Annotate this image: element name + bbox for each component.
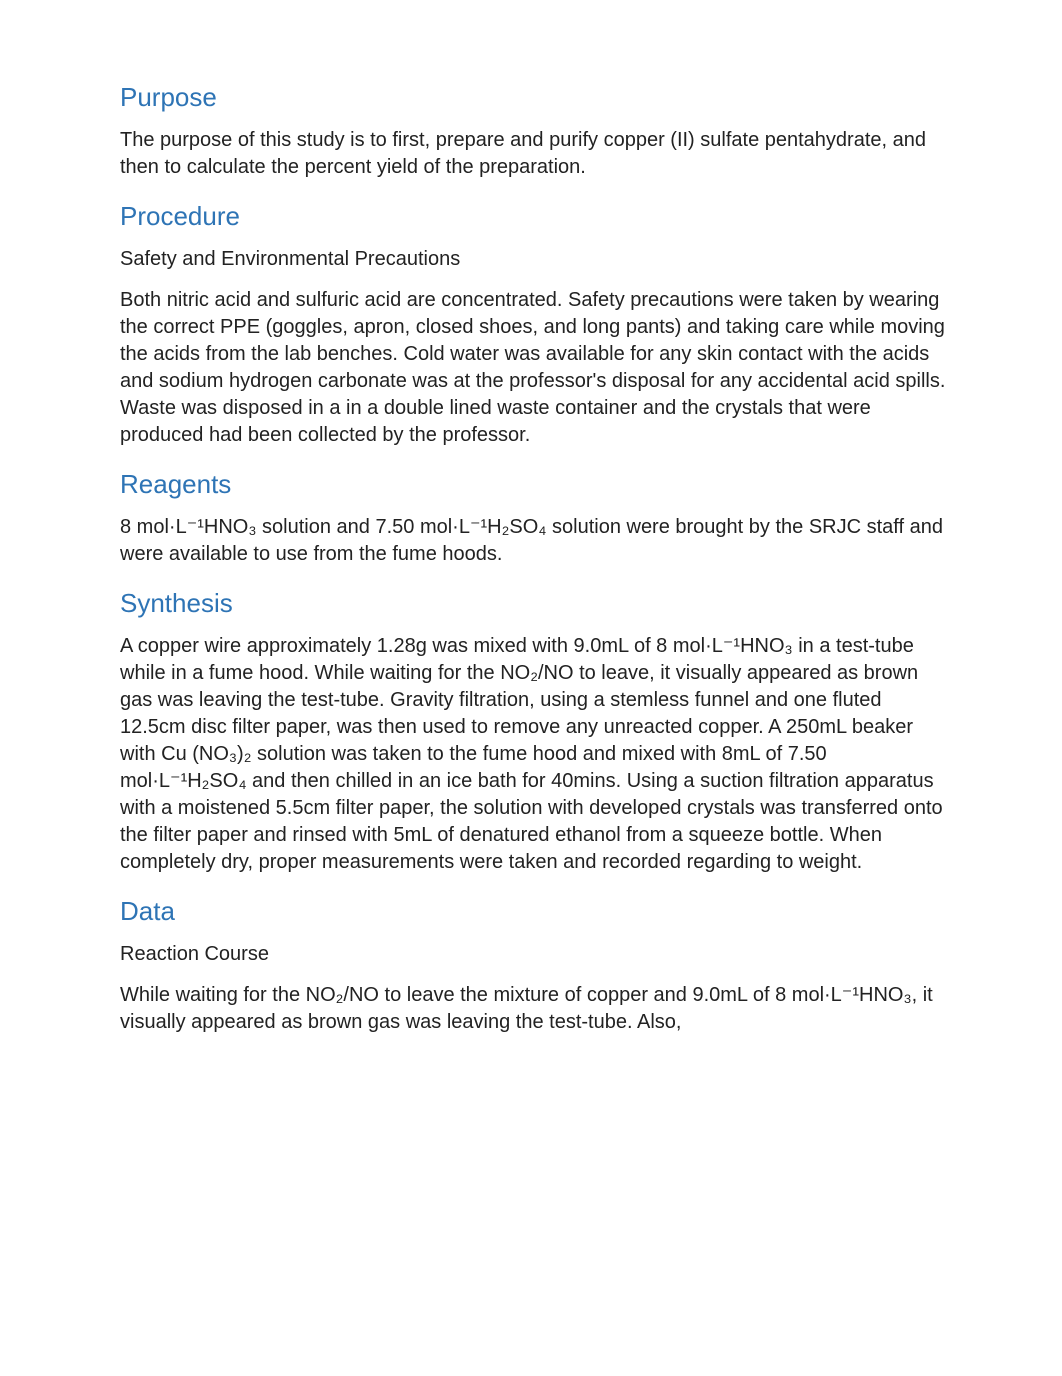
procedure-heading: Procedure bbox=[120, 201, 950, 232]
data-body: While waiting for the NO₂/NO to leave th… bbox=[120, 982, 950, 1036]
procedure-body: Both nitric acid and sulfuric acid are c… bbox=[120, 287, 950, 449]
reagents-body: 8 mol·L⁻¹HNO₃ solution and 7.50 mol·L⁻¹H… bbox=[120, 514, 950, 568]
reagents-heading: Reagents bbox=[120, 469, 950, 500]
procedure-sub-heading: Safety and Environmental Precautions bbox=[120, 246, 950, 273]
data-heading: Data bbox=[120, 896, 950, 927]
purpose-body: The purpose of this study is to first, p… bbox=[120, 127, 950, 181]
synthesis-heading: Synthesis bbox=[120, 588, 950, 619]
purpose-heading: Purpose bbox=[120, 82, 950, 113]
data-sub-heading: Reaction Course bbox=[120, 941, 950, 968]
synthesis-body: A copper wire approximately 1.28g was mi… bbox=[120, 633, 950, 876]
